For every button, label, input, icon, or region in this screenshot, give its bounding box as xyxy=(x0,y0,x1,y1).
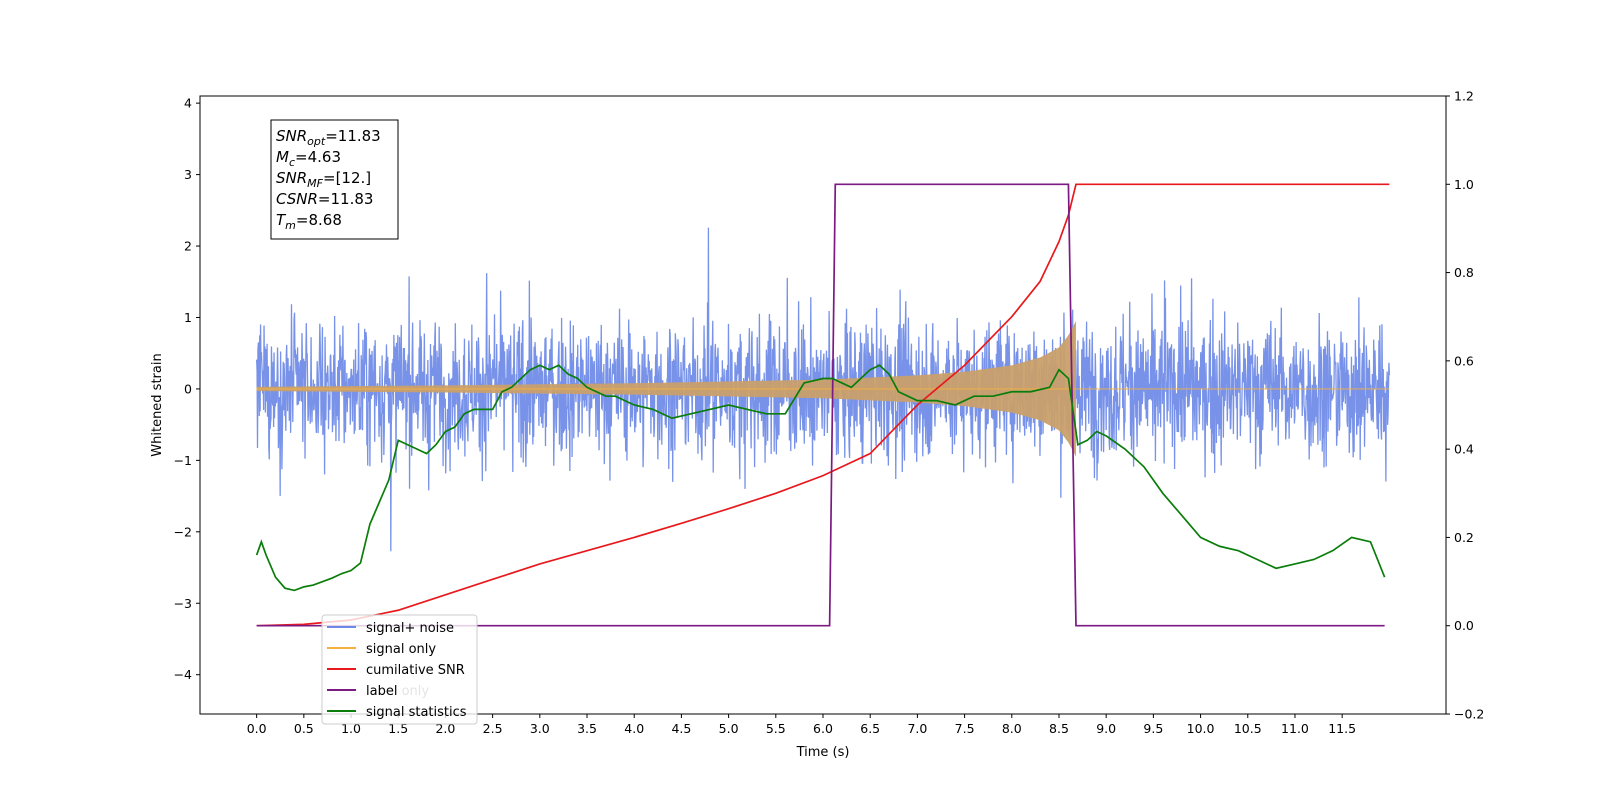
legend-label: cumilative SNR xyxy=(366,663,465,678)
legend-label: signal only xyxy=(366,642,436,657)
x-tick-label: 10.5 xyxy=(1234,721,1262,736)
noise-series xyxy=(255,227,1391,552)
legend-label: signal+ noise xyxy=(366,621,454,636)
y-tick-label: −3 xyxy=(174,596,192,611)
y-tick-label: −2 xyxy=(174,524,192,539)
annotation-box: SNRopt=11.83Mc=4.63SNRMF=[12.]CSNR=11.83… xyxy=(270,119,399,240)
x-axis: 0.0 0.5 1.0 1.5 2.0 2.5 3.0 3.5 4.0 4.5 5.0 5.5 6.0 6… xyxy=(247,714,1356,736)
y-axis-right: −0.2 0.0 0.2 0.4 0.6 0.8 1.0 1.2 xyxy=(1446,89,1484,722)
legend-label: signal statistics xyxy=(366,705,467,720)
x-tick-label: 11.5 xyxy=(1328,721,1356,736)
y-tick-label: 1 xyxy=(184,310,192,325)
series-line-cumilative-snr xyxy=(256,183,1390,627)
x-tick-label: 2.5 xyxy=(483,721,503,736)
annotation-frame xyxy=(270,119,399,240)
y2-tick-label: 0.4 xyxy=(1454,442,1474,457)
y2-tick-label: 0.6 xyxy=(1454,353,1474,368)
legend-label: label xyxy=(366,684,397,699)
x-tick-label: 5.0 xyxy=(719,721,739,736)
x-tick-label: 0.5 xyxy=(294,721,314,736)
x-tick-label: 8.0 xyxy=(1002,721,1022,736)
x-tick-label: 7.5 xyxy=(955,721,975,736)
x-axis-title: Time (s) xyxy=(796,745,850,760)
x-tick-label: 3.0 xyxy=(530,721,550,736)
y2-tick-label: 0.8 xyxy=(1454,265,1474,280)
annotation-line: SNRopt=11.83 xyxy=(276,127,381,148)
x-tick-label: 10.0 xyxy=(1187,721,1215,736)
x-tick-label: 9.5 xyxy=(1143,721,1163,736)
y-axis-title: Whitened strain xyxy=(150,353,165,456)
series-line-signal-noise xyxy=(255,227,1391,552)
annotation-line: SNRMF=[12.] xyxy=(276,169,371,190)
y2-tick-label: −0.2 xyxy=(1454,707,1484,722)
y-tick-label: −4 xyxy=(174,667,192,682)
y-tick-label: 4 xyxy=(184,96,192,111)
x-tick-label: 9.0 xyxy=(1096,721,1116,736)
y-tick-label: 3 xyxy=(184,167,192,182)
legend-frame xyxy=(321,614,478,725)
x-tick-label: 4.5 xyxy=(671,721,691,736)
series-line-signal-statistics xyxy=(255,364,1386,592)
x-tick-label: 7.0 xyxy=(907,721,927,736)
y2-tick-label: 1.0 xyxy=(1454,177,1474,192)
y-tick-label: −1 xyxy=(174,453,192,468)
y2-tick-label: 0.2 xyxy=(1454,530,1474,545)
annotation-line: CSNR=11.83 xyxy=(276,190,373,208)
x-tick-label: 8.5 xyxy=(1049,721,1069,736)
y-axis-left: −4 −3 −2 −1 0 1 2 3 4 xyxy=(174,96,200,682)
series-line-label xyxy=(256,183,1385,627)
x-tick-label: 11.0 xyxy=(1281,721,1309,736)
x-tick-label: 4.0 xyxy=(624,721,644,736)
y2-tick-label: 1.2 xyxy=(1454,89,1474,104)
x-tick-label: 5.5 xyxy=(766,721,786,736)
y2-tick-label: 0.0 xyxy=(1454,618,1474,633)
annotation-line: Mc=4.63 xyxy=(276,148,341,169)
x-tick-label: 6.5 xyxy=(860,721,880,736)
x-tick-label: 2.0 xyxy=(435,721,455,736)
x-tick-label: 1.5 xyxy=(388,721,408,736)
x-tick-label: 3.5 xyxy=(577,721,597,736)
x-tick-label: 6.0 xyxy=(813,721,833,736)
signal-only-series xyxy=(256,321,1390,457)
x-tick-label: 1.0 xyxy=(341,721,361,736)
legend: label onlysignal statisticssignal+ noise… xyxy=(321,614,478,725)
right-axis-series xyxy=(255,183,1390,627)
annotation-line: Tm=8.68 xyxy=(276,211,342,232)
y-tick-label: 0 xyxy=(184,381,192,396)
x-tick-label: 0.0 xyxy=(247,721,267,736)
y-tick-label: 2 xyxy=(184,239,192,254)
